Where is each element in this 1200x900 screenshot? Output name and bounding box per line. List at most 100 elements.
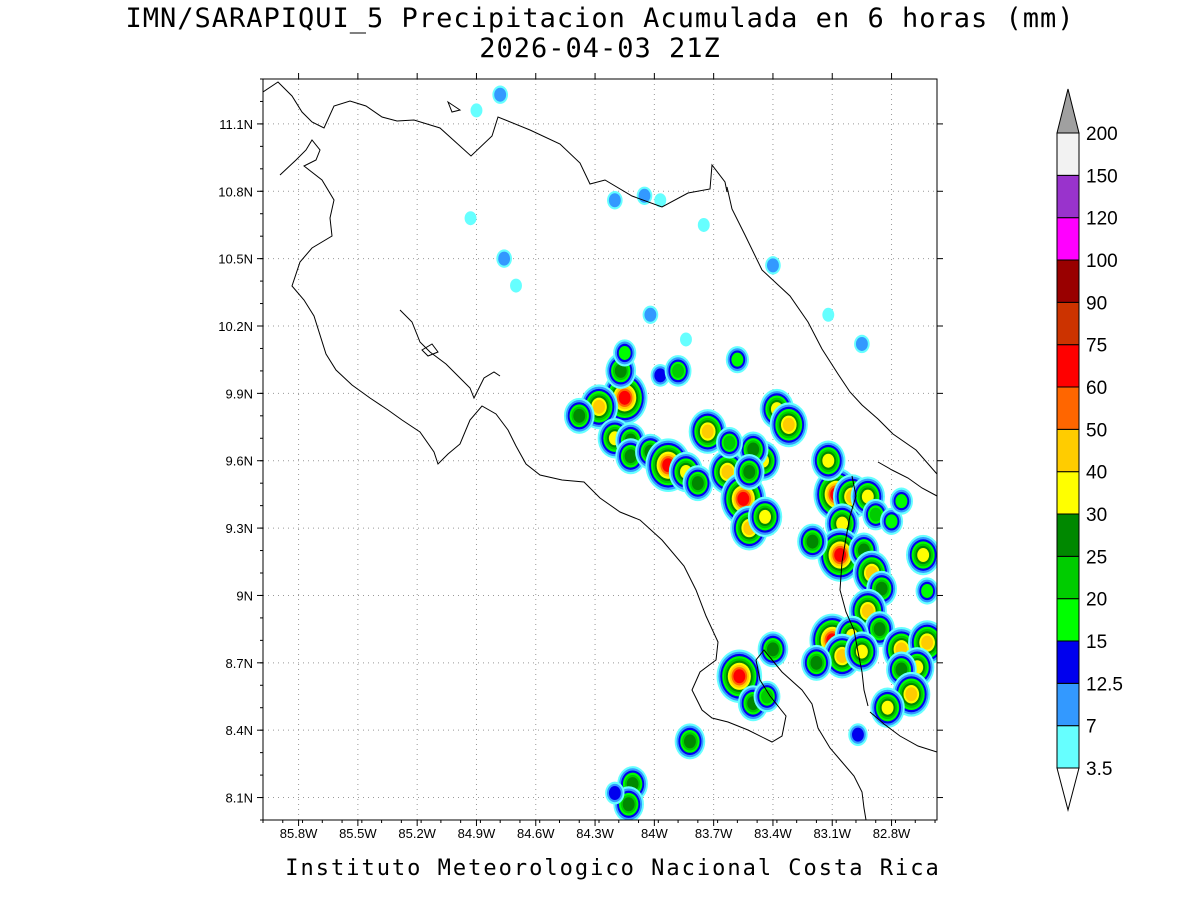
precip-contour (654, 368, 667, 383)
precip-cell (915, 577, 937, 605)
precip-contour (875, 581, 888, 596)
colorbar-level-label: 30 (1086, 505, 1107, 526)
colorbar-swatch (1056, 344, 1080, 388)
colorbar-swatch (1056, 513, 1080, 557)
precip-contour (622, 797, 635, 812)
precip-cell (642, 305, 659, 324)
precip-contour (917, 548, 930, 563)
precip-contour (680, 332, 692, 347)
colorbar-swatch (1056, 598, 1080, 642)
precip-cell (470, 103, 483, 118)
precip-contour (697, 217, 710, 232)
colorbar-lower-arrow (1056, 767, 1080, 812)
colorbar-swatch (1056, 640, 1080, 684)
longitude-axis: 85.8W 85.5W 85.2W 84.9W 84.6W 84.3W 84W 83.7W 83… (262, 73, 936, 841)
y-tick-label: 10.5N (218, 252, 253, 267)
precip-contour (822, 307, 835, 322)
colorbar-level-label: 120 (1086, 209, 1118, 230)
precip-cell (680, 332, 692, 347)
precip-cell (605, 781, 625, 805)
precip-cell (870, 687, 905, 728)
colorbar-swatch (1056, 471, 1080, 515)
precip-cell (682, 465, 714, 502)
precip-cell (613, 339, 637, 367)
colorbar-level-label: 60 (1086, 378, 1107, 399)
island-chira (421, 343, 439, 357)
precip-cell (801, 644, 832, 681)
precip-contour (782, 417, 795, 432)
x-tick-label: 83.1W (813, 826, 851, 841)
precip-contour (873, 622, 886, 637)
colorbar-level-label: 200 (1086, 124, 1118, 145)
precip-contour (761, 689, 773, 704)
y-tick-label: 9.6N (226, 454, 253, 469)
coastline-borders (263, 81, 937, 820)
x-tick-label: 82.8W (873, 826, 911, 841)
colorbar-swatch (1056, 386, 1080, 430)
colorbar-level-label: 100 (1086, 251, 1118, 272)
colorbar-level-label: 15 (1086, 632, 1107, 653)
x-tick-label: 84.6W (517, 826, 555, 841)
x-tick-label: 85.2W (398, 826, 436, 841)
precip-contour (743, 464, 756, 479)
precip-contour (593, 399, 605, 414)
precip-contour (721, 464, 734, 479)
precip-cell (674, 723, 706, 760)
precip-cell (879, 507, 904, 535)
precip-contour (701, 424, 714, 439)
precip-cell (862, 498, 890, 531)
plot-frame (262, 78, 938, 821)
precip-contour (895, 494, 908, 509)
y-tick-label: 9.9N (226, 386, 253, 401)
precip-contour (624, 449, 637, 464)
precip-cell (650, 364, 670, 387)
precip-contour (834, 548, 847, 563)
precip-cell (892, 671, 931, 717)
precip-contour (747, 442, 760, 457)
precip-contour (881, 700, 894, 715)
precip-contour (895, 662, 908, 677)
border-costa-rica-panama (839, 475, 869, 707)
precip-cell (797, 523, 828, 560)
coastline-panama-chiriqui (869, 711, 937, 753)
precip-cell (563, 397, 595, 434)
coastline-pacific-guanacaste (279, 139, 867, 820)
precip-contour (723, 435, 736, 450)
precip-cell (464, 211, 477, 226)
x-tick-label: 85.8W (280, 826, 318, 841)
colorbar-level-label: 150 (1086, 166, 1118, 187)
y-tick-label: 9.3N (226, 521, 253, 536)
precip-contour (608, 786, 621, 801)
precip-contour (618, 345, 631, 360)
y-tick-label: 8.1N (226, 791, 253, 806)
precip-cell (822, 307, 835, 322)
precip-cell (510, 278, 522, 293)
precip-cell (654, 193, 667, 208)
x-tick-label: 84.3W (576, 826, 614, 841)
colorbar-swatch (1056, 217, 1080, 261)
precip-contour (905, 687, 918, 702)
precip-contour (737, 491, 750, 506)
precip-cell (607, 191, 623, 210)
x-tick-label: 83.4W (754, 826, 792, 841)
colorbar-swatch (1056, 725, 1080, 769)
precip-contour (822, 453, 835, 468)
colorbar-level-label: 25 (1086, 547, 1107, 568)
y-tick-label: 10.8N (218, 184, 253, 199)
precip-contour (851, 727, 864, 742)
colorbar-level-label: 90 (1086, 293, 1107, 314)
y-tick-label: 8.7N (226, 656, 253, 671)
colorbar-level-label: 20 (1086, 590, 1107, 611)
coastline-bocas-del-toro (877, 461, 937, 497)
precip-cell (811, 440, 846, 481)
y-tick-label: 8.4N (226, 723, 253, 738)
precip-cell (765, 256, 781, 275)
precip-cell (769, 402, 808, 448)
x-tick-label: 84.9W (458, 826, 496, 841)
colorbar-swatch (1056, 174, 1080, 219)
precip-contour (869, 507, 882, 522)
colorbar-upper-arrow (1056, 88, 1080, 134)
precip-cell (747, 496, 783, 538)
latitude-axis: 8.1N 8.4N 8.7N 9N 9.3N 9.6N 9.9N 10.2N 10.5N 10.8… (218, 78, 943, 821)
